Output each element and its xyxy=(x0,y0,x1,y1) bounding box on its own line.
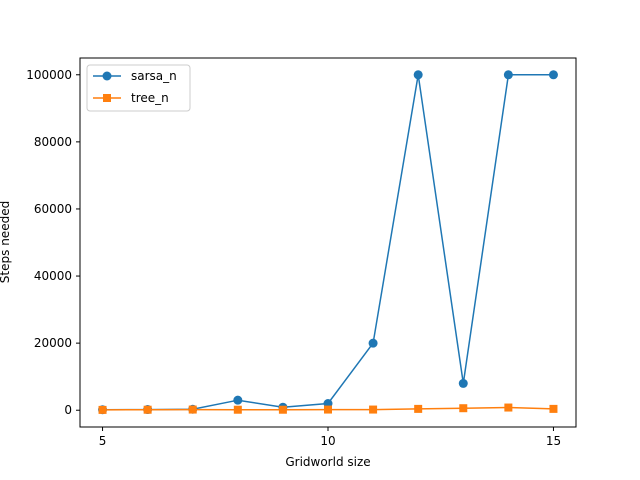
data-point-tree_n xyxy=(414,404,423,413)
legend-label-tree_n: tree_n xyxy=(131,91,169,105)
y-axis: 0 20000 40000 60000 80000 100000 xyxy=(26,68,80,417)
plot-frame xyxy=(79,57,577,428)
y-tick-label: 0 xyxy=(64,403,72,417)
x-axis-label: Gridworld size xyxy=(285,455,370,469)
x-tick-label: 15 xyxy=(546,434,561,448)
data-point-tree_n xyxy=(233,405,242,414)
data-point-tree_n xyxy=(278,405,287,414)
data-point-sarsa_n xyxy=(548,70,558,80)
y-tick-label: 20000 xyxy=(34,336,72,350)
series-line-sarsa_n xyxy=(102,74,554,411)
data-point-tree_n xyxy=(143,405,152,414)
legend-label-sarsa_n: sarsa_n xyxy=(131,69,177,83)
y-tick-label: 40000 xyxy=(34,269,72,283)
legend-marker-sarsa_n xyxy=(102,71,112,81)
y-tick-label: 60000 xyxy=(34,202,72,216)
x-axis: 5 10 15 xyxy=(99,427,561,448)
y-tick-label: 80000 xyxy=(34,135,72,149)
data-point-tree_n xyxy=(324,405,332,414)
data-point-sarsa_n xyxy=(413,70,423,80)
x-tick-label: 5 xyxy=(99,434,107,448)
plot-marks xyxy=(98,70,558,415)
data-point-tree_n xyxy=(369,405,378,414)
data-point-sarsa_n xyxy=(368,338,378,348)
data-point-tree_n xyxy=(188,405,197,414)
data-point-sarsa_n xyxy=(503,70,513,80)
data-point-sarsa_n xyxy=(233,395,243,405)
y-tick-label: 100000 xyxy=(26,68,72,82)
data-point-tree_n xyxy=(504,403,513,412)
x-tick-label: 10 xyxy=(320,434,335,448)
data-point-tree_n xyxy=(549,404,558,413)
data-point-tree_n xyxy=(459,404,468,413)
data-point-sarsa_n xyxy=(458,378,468,388)
legend: sarsa_n tree_n xyxy=(86,64,191,112)
data-point-tree_n xyxy=(98,405,107,414)
y-axis-label: Steps needed xyxy=(0,201,12,283)
legend-marker-tree_n xyxy=(103,94,111,102)
